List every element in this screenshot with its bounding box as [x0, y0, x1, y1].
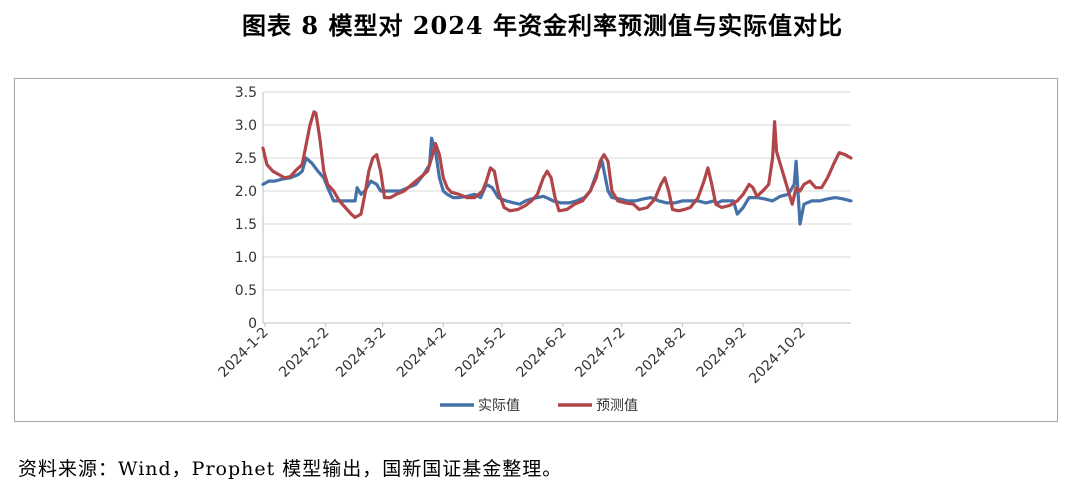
y-tick-label: 3.5 [235, 85, 257, 101]
x-tick-label: 2024-2-2 [276, 325, 332, 381]
x-tick-label: 2024-3-2 [333, 325, 389, 381]
y-tick-label: 2.0 [235, 184, 257, 200]
series-lines [261, 110, 853, 226]
y-tick-label: 3.0 [235, 118, 257, 134]
x-tick-label: 2024-4-2 [394, 325, 450, 381]
legend: 实际值 预测值 [440, 398, 638, 414]
x-tick-label: 2024-8-2 [633, 325, 689, 381]
line-chart: 00.51.01.52.02.53.03.5 2024-1-2 2024-2-2 2… [216, 85, 853, 414]
x-tick-label: 2024-9-2 [694, 325, 750, 381]
y-tick-label: 0.5 [235, 283, 257, 299]
y-tick-label: 1.0 [235, 250, 257, 266]
y-axis-ticks: 0 0.5 1.0 1.5 2.0 2.5 3.0 3.5 [235, 85, 257, 332]
x-tick-label: 2024-1-2 [216, 325, 272, 381]
gridlines [262, 91, 851, 324]
y-tick-label: 2.5 [235, 151, 257, 167]
x-tick-label: 2024-6-2 [513, 325, 569, 381]
y-tick-label: 1.5 [235, 217, 257, 233]
x-tick-label: 2024-7-2 [572, 325, 628, 381]
series-line-forecast [261, 110, 853, 219]
series-line-actual [261, 136, 853, 226]
chart-frame [14, 78, 1058, 422]
legend-label-forecast: 预测值 [596, 398, 638, 414]
chart-title: 图表 8 模型对 2024 年资金利率预测值与实际值对比 [242, 11, 843, 40]
x-tick-label: 2024-10-2 [746, 325, 809, 388]
source-note: 资料来源：Wind，Prophet 模型输出，国新国证基金整理。 [18, 458, 563, 480]
y-tick-label: 0 [248, 316, 257, 332]
x-tick-label: 2024-5-2 [453, 325, 509, 381]
x-axis-ticks: 2024-1-2 2024-2-2 2024-3-2 2024-4-2 2024-5-2… [216, 323, 809, 387]
legend-label-actual: 实际值 [478, 398, 520, 414]
